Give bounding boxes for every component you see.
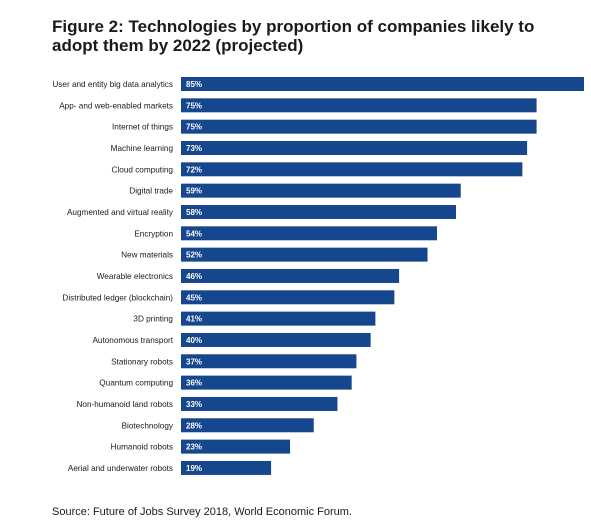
bar [181, 460, 272, 475]
category-label: Non-humanoid land robots [77, 400, 174, 409]
bar [181, 311, 376, 326]
value-label: 37% [186, 357, 202, 366]
category-label: Wearable electronics [97, 272, 173, 281]
value-label: 45% [186, 293, 202, 302]
bar [181, 290, 395, 305]
value-label: 23% [186, 443, 202, 452]
bar-row: Stationary robots 37% [111, 354, 357, 369]
value-label: 59% [186, 187, 202, 196]
category-label: Biotechnology [122, 421, 174, 430]
bar-row: Quantum computing 36% [99, 375, 352, 390]
category-label: Autonomous transport [92, 336, 173, 345]
value-label: 72% [186, 165, 202, 174]
category-label: Internet of things [112, 123, 173, 132]
bar-row: Aerial and underwater robots 19% [68, 460, 272, 475]
value-label: 41% [186, 315, 202, 324]
bar-row: Non-humanoid land robots 33% [77, 396, 338, 411]
category-label: Stationary robots [111, 357, 173, 366]
category-label: New materials [121, 251, 173, 260]
bar [181, 226, 438, 241]
value-label: 75% [186, 101, 202, 110]
category-label: Distributed ledger (blockchain) [62, 293, 173, 302]
bar-row: Distributed ledger (blockchain) 45% [62, 290, 395, 305]
source-note: Source: Future of Jobs Survey 2018, Worl… [52, 506, 352, 518]
category-label: 3D printing [133, 315, 173, 324]
bar-row: 3D printing 41% [133, 311, 376, 326]
value-label: 33% [186, 400, 202, 409]
bar [181, 354, 357, 369]
bar-row: Humanoid robots 23% [111, 439, 291, 454]
category-label: Digital trade [129, 187, 173, 196]
category-label: Quantum computing [99, 379, 173, 388]
bar-row: Autonomous transport 40% [92, 332, 371, 347]
value-label: 73% [186, 144, 202, 153]
bar [181, 396, 338, 411]
bar-row: New materials 52% [121, 247, 428, 262]
bar [181, 140, 528, 155]
chart-title: Figure 2: Technologies by proportion of … [52, 17, 535, 55]
bar [181, 162, 523, 177]
bar [181, 77, 584, 91]
value-label: 36% [186, 379, 202, 388]
bar [181, 268, 400, 283]
bar [181, 332, 371, 347]
category-label: Aerial and underwater robots [68, 464, 173, 473]
value-label: 46% [186, 272, 202, 281]
value-label: 85% [186, 80, 202, 89]
value-label: 75% [186, 123, 202, 132]
bar [181, 247, 428, 262]
category-label: Humanoid robots [111, 443, 173, 452]
category-label: Encryption [134, 229, 173, 238]
bar [181, 98, 537, 113]
bar-row: Encryption 54% [134, 226, 438, 241]
category-label: Cloud computing [112, 165, 174, 174]
bar-row: Augmented and virtual reality 58% [67, 204, 456, 219]
bar-row: Digital trade 59% [129, 183, 461, 198]
bar [181, 418, 314, 433]
value-label: 54% [186, 229, 202, 238]
bar-row: Machine learning 73% [111, 140, 528, 155]
value-label: 28% [186, 421, 202, 430]
value-label: 40% [186, 336, 202, 345]
value-label: 52% [186, 251, 202, 260]
bar [181, 183, 461, 198]
value-label: 58% [186, 208, 202, 217]
category-label: App- and web-enabled markets [59, 101, 173, 110]
category-label: User and entity big data analytics [52, 80, 173, 89]
bar [181, 204, 456, 219]
category-label: Machine learning [111, 144, 174, 153]
bar-row: Cloud computing 72% [112, 162, 523, 177]
bar [181, 439, 291, 454]
bar [181, 375, 352, 390]
bar-row: Wearable electronics 46% [97, 268, 400, 283]
bar-row: App- and web-enabled markets 75% [59, 98, 537, 113]
bar-row: Internet of things 75% [112, 119, 537, 134]
value-label: 19% [186, 464, 202, 473]
category-label: Augmented and virtual reality [67, 208, 174, 217]
bar [181, 119, 537, 134]
bar-row: User and entity big data analytics 85% [52, 77, 584, 91]
bar-row: Biotechnology 28% [122, 418, 314, 433]
